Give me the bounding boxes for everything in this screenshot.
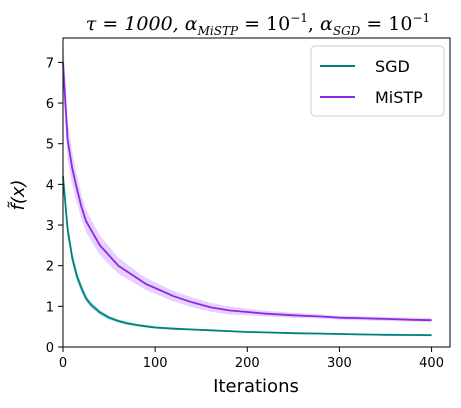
series-line-sgd — [62, 176, 432, 337]
x-tick-label: 0 — [59, 356, 67, 371]
y-axis-ticks: 0 1 2 3 4 5 6 7 — [46, 56, 63, 356]
title-eq-2: = 10 — [360, 13, 412, 35]
title-sub-mistp: MiSTP — [197, 24, 239, 38]
title-alpha-1: α — [185, 13, 198, 35]
title-comma: , — [308, 13, 320, 35]
y-tick-label: 3 — [46, 219, 54, 234]
series-lines — [62, 62, 432, 337]
legend-box — [310, 45, 445, 117]
legend-label-sgd: SGD — [375, 57, 410, 76]
x-tick-label: 300 — [327, 356, 352, 371]
title-sub-sgd: SGD — [333, 24, 361, 38]
y-tick-label: 4 — [46, 178, 54, 193]
title-exp-2: −1 — [412, 11, 430, 25]
title-alpha-2: α — [320, 13, 333, 35]
y-tick-label: 0 — [46, 341, 54, 356]
plot-frame — [62, 37, 451, 348]
title-tau: τ = 1000, — [86, 13, 185, 35]
legend-label-mistp: MiSTP — [375, 88, 423, 107]
series-line-mistp — [62, 62, 432, 322]
title-eq-1: = 10 — [238, 13, 290, 35]
x-tick-label: 200 — [235, 356, 260, 371]
y-tick-label: 7 — [46, 56, 54, 71]
legend: SGD MiSTP — [310, 45, 445, 117]
y-tick-label: 6 — [46, 97, 54, 112]
x-axis-title: Iterations — [213, 376, 299, 397]
x-tick-label: 100 — [143, 356, 168, 371]
y-tick-label: 1 — [46, 300, 54, 315]
y-axis-title: f̃(x) — [8, 179, 29, 210]
x-tick-label: 400 — [419, 356, 444, 371]
title-exp-1: −1 — [290, 11, 308, 25]
y-tick-label: 5 — [46, 138, 54, 153]
y-tick-label: 2 — [46, 260, 54, 275]
x-axis-ticks: 0 100 200 300 400 — [59, 347, 444, 371]
chart-title: τ = 1000, αMiSTP = 10−1, αSGD = 10−1 — [86, 11, 430, 38]
